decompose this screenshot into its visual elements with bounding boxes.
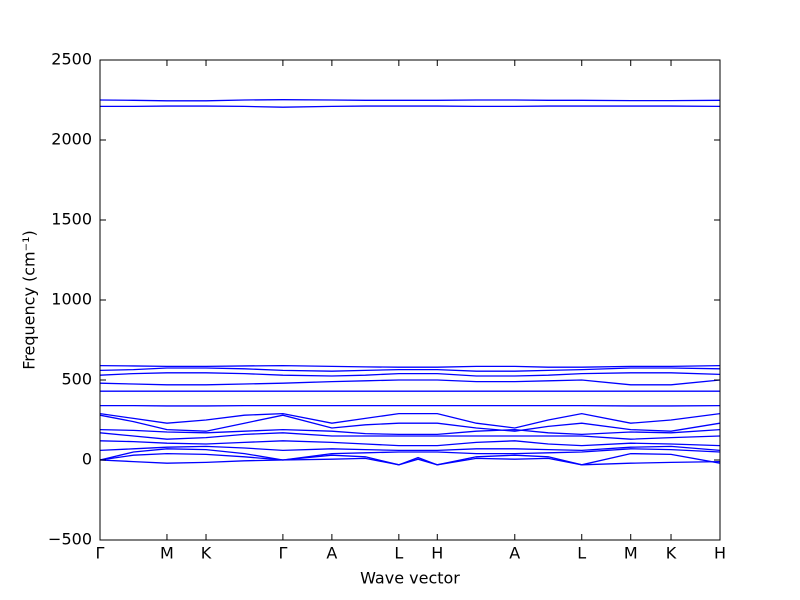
x-tick-label: A xyxy=(509,544,520,563)
x-tick-label: H xyxy=(714,544,726,563)
x-axis-label: Wave vector xyxy=(360,569,460,588)
y-tick-label: 1500 xyxy=(51,210,92,229)
x-tick-label: M xyxy=(160,544,174,563)
y-tick-label: 1000 xyxy=(51,290,92,309)
y-axis-label: Frequency (cm⁻¹) xyxy=(20,230,39,369)
y-tick-label: 2500 xyxy=(51,50,92,69)
band-line xyxy=(99,99,721,102)
y-tick-label: 500 xyxy=(61,370,92,389)
band-line xyxy=(99,364,721,368)
band-line xyxy=(99,445,721,452)
x-tick-label: L xyxy=(394,544,403,563)
band-line xyxy=(99,379,721,386)
y-tick-label: 2000 xyxy=(51,130,92,149)
x-tick-label: Γ xyxy=(96,544,105,563)
x-tick-label: L xyxy=(577,544,586,563)
band-line xyxy=(99,440,721,447)
band-line xyxy=(99,412,721,429)
y-tick-label: 0 xyxy=(82,450,92,469)
band-line xyxy=(100,105,721,108)
band-line xyxy=(99,428,721,436)
plot-frame xyxy=(99,59,721,541)
x-tick-label: K xyxy=(666,544,677,563)
y-tick-label: −500 xyxy=(48,530,92,549)
band-line xyxy=(99,448,721,461)
band-line xyxy=(99,432,721,440)
band-line xyxy=(99,457,721,466)
x-tick-label: H xyxy=(431,544,443,563)
x-tick-label: M xyxy=(624,544,638,563)
band-line xyxy=(99,414,721,432)
x-tick-label: K xyxy=(201,544,212,563)
band-line xyxy=(99,367,721,372)
band-line xyxy=(99,452,721,466)
band-line xyxy=(99,372,721,377)
x-tick-label: Γ xyxy=(278,544,287,563)
x-tick-label: A xyxy=(326,544,337,563)
